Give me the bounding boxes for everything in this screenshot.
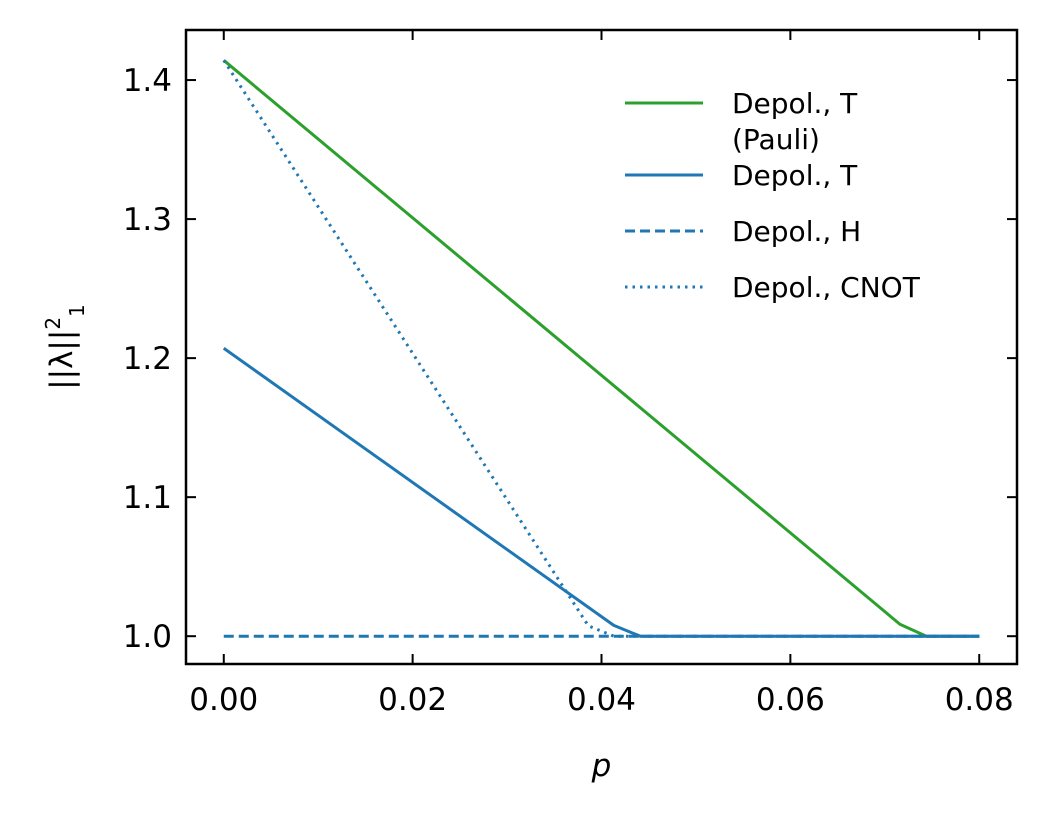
y-axis: 1.0 1.1 1.2 1.3 1.4 [123,63,1017,655]
legend-label-4: Depol., CNOT [732,271,921,304]
y-tick-label: 1.2 [123,341,172,377]
x-tick-label: 0.04 [567,682,636,718]
legend: Depol., T(Pauli)Depol., T Depol., H Depol.… [625,87,921,304]
series-line-2 [222,347,980,638]
y-axis-label: ||λ||21 [41,304,89,390]
y-axis-label-main: ||λ|| [44,330,80,390]
y-axis-label-superscript: 2 [41,317,65,330]
legend-label-1: (Pauli) [732,123,820,156]
y-tick-label: 1.4 [123,63,172,99]
y-tick-label: 1.1 [123,480,172,516]
x-axis-label: p [591,748,612,784]
x-tick-label: 0.02 [378,682,447,718]
plot-frame [184,28,1019,666]
y-tick-label: 1.3 [123,202,172,238]
x-tick-label: 0.08 [945,682,1014,718]
series-line-1 [222,59,980,638]
x-axis: 0.00 0.02 0.04 0.06 0.08 [189,30,1014,718]
legend-label-2: Depol., T [732,159,858,192]
series-line-4 [222,59,980,638]
legend-label-3: Depol., H [732,215,861,248]
series-layer [222,59,980,638]
y-tick-label: 1.0 [123,619,172,655]
y-axis-label-subscript: 1 [65,304,89,317]
x-tick-label: 0.06 [756,682,825,718]
x-tick-label: 0.00 [189,682,258,718]
legend-label-1: Depol., T [732,87,858,120]
